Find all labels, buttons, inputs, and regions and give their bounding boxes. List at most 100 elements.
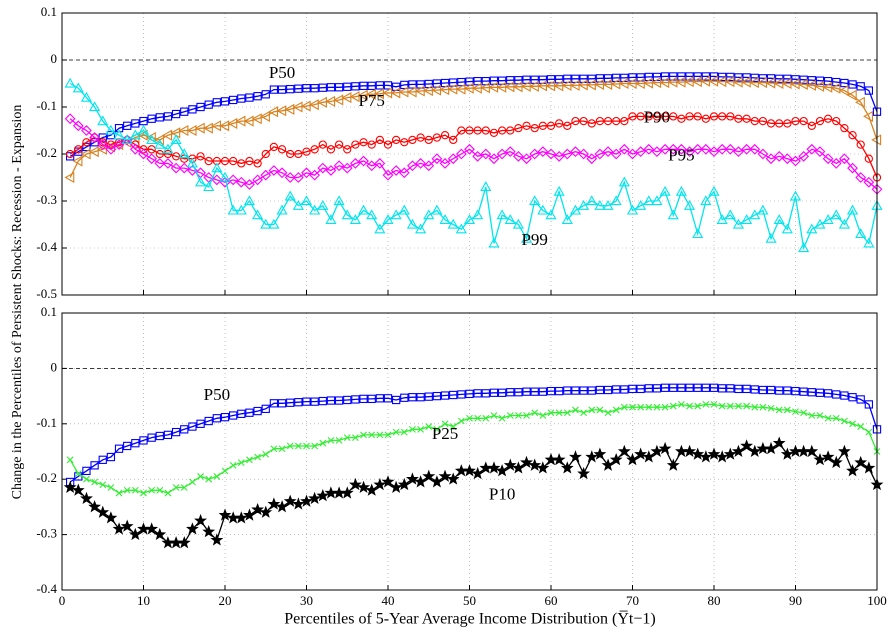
marker [667,209,679,220]
marker [97,139,109,150]
marker [487,461,501,474]
marker [383,394,393,403]
marker [147,145,156,154]
marker [89,101,101,112]
marker [146,134,158,145]
marker [357,89,368,101]
marker [848,80,857,89]
marker [180,484,188,491]
marker [277,145,287,154]
marker [644,112,653,121]
marker [129,129,141,140]
marker [163,149,173,159]
marker [80,148,91,160]
marker [480,148,492,160]
marker [406,86,417,98]
marker [424,392,433,401]
marker [652,384,662,393]
marker [318,83,327,92]
marker [147,114,156,123]
marker [276,167,288,179]
marker [334,83,344,92]
marker [82,142,91,152]
marker [561,148,573,160]
marker [726,402,734,410]
y-tick-label: -0.1 [36,98,57,113]
marker [653,403,661,411]
series-label: P10 [489,485,515,504]
marker [513,150,524,162]
marker [197,473,204,480]
series-line [69,403,878,494]
marker [838,218,850,229]
marker [416,133,425,142]
marker [237,94,246,103]
marker [80,91,92,102]
marker [139,116,148,126]
marker [422,469,436,482]
marker [481,389,490,398]
marker [862,461,876,474]
marker [432,391,442,401]
marker [294,398,303,407]
marker [806,79,816,91]
marker [334,396,344,405]
marker [219,171,231,182]
marker [808,412,816,419]
marker [409,425,416,433]
marker [472,209,484,220]
marker [424,135,433,145]
y-tick-label: -0.3 [36,192,57,207]
marker [131,439,140,448]
marker [514,388,523,397]
marker [358,155,369,167]
marker [106,131,116,140]
marker [846,89,857,101]
y-tick-label: -0.5 [36,286,57,301]
marker [781,153,793,165]
marker [572,406,579,414]
marker [237,459,245,466]
marker [375,394,384,403]
marker [586,195,598,206]
marker [863,176,875,188]
marker [595,116,605,126]
marker [669,402,677,410]
marker [349,214,361,224]
x-tick-label: 40 [382,593,395,608]
marker [139,436,148,445]
marker [455,83,466,95]
marker [718,402,726,410]
marker [585,450,599,463]
marker [466,414,473,422]
marker [245,408,254,417]
marker [759,403,767,411]
marker [742,114,751,123]
marker [618,176,630,187]
y-axis-label: Change in the Percentiles of Persistent … [10,105,25,500]
marker [856,140,865,149]
marker [578,199,590,210]
marker [253,92,262,101]
marker [64,77,76,88]
x-tick-label: 0 [59,593,66,608]
marker [832,116,841,126]
marker [547,409,555,417]
marker [701,114,710,123]
marker [692,143,704,155]
marker [441,420,449,428]
marker [365,483,379,496]
marker [269,399,279,408]
marker [283,494,297,507]
plot-frame [61,312,878,591]
marker [538,387,547,396]
marker [791,116,800,126]
marker [105,143,117,155]
marker [522,121,531,130]
marker [716,214,728,224]
marker [529,148,541,160]
marker [669,383,678,392]
marker [628,384,637,394]
marker [702,401,710,408]
marker [156,486,164,494]
